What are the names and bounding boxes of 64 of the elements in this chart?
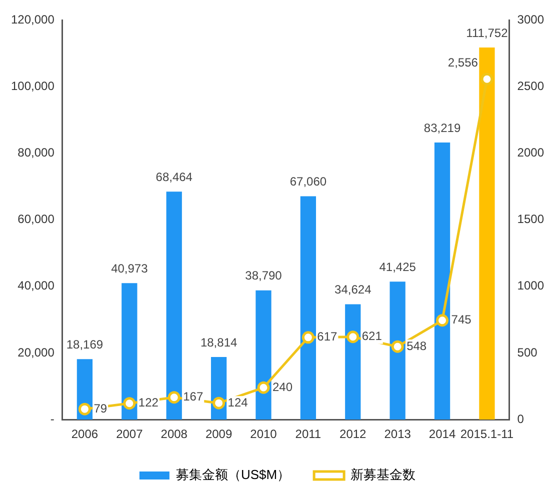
point	[78, 402, 91, 416]
data-label: 122	[138, 396, 159, 410]
x-tick-label: 2011	[295, 427, 322, 442]
data-label: 617	[317, 330, 338, 344]
x-tick-label: 2010	[250, 427, 278, 442]
point	[123, 397, 136, 410]
data-label: 111,752	[466, 26, 508, 40]
y2-tick-label: 1500	[517, 212, 544, 226]
y-tick-label: 80,000	[18, 146, 55, 160]
data-label: 67,060	[290, 174, 327, 189]
y2-tick-label: 500	[517, 345, 538, 360]
legend-label: 募集金额（US$M）	[176, 467, 290, 482]
x-tick-label: 2014	[428, 427, 456, 442]
x-tick-label: 2008	[160, 427, 188, 442]
bar	[122, 283, 138, 420]
data-label: 621	[362, 329, 382, 344]
point	[480, 72, 494, 86]
bar	[390, 282, 406, 420]
point	[302, 331, 314, 344]
y2-tick-label: 2000	[517, 146, 544, 160]
data-label: 38,790	[245, 268, 282, 283]
data-label: 41,425	[379, 260, 416, 274]
y-tick-label: 100,000	[10, 78, 55, 93]
x-tick-label: 2007	[116, 427, 144, 442]
data-label: 83,219	[424, 120, 461, 135]
data-label: 745	[451, 312, 472, 327]
point	[212, 396, 226, 410]
legend-label: 新募基金数	[350, 467, 416, 482]
data-label: 18,169	[66, 337, 104, 352]
data-label: 79	[94, 401, 108, 416]
data-label: 240	[272, 380, 293, 394]
bar	[479, 47, 495, 420]
y-tick-label: 60,000	[18, 212, 55, 226]
y-tick-label: 40,000	[18, 278, 55, 293]
x-tick-label: 2012	[340, 427, 367, 442]
data-label: 548	[406, 338, 427, 353]
y2-tick-label: 1000	[517, 278, 544, 293]
data-label: 34,624	[334, 282, 372, 297]
y2-tick-label: 3000	[517, 12, 544, 26]
y-tick-label: -	[50, 412, 54, 426]
bar	[434, 142, 450, 420]
x-tick-label: 2006	[71, 427, 98, 442]
point	[391, 340, 404, 353]
data-label: 40,973	[111, 261, 148, 276]
x-tick-label: 2015.1-11	[460, 427, 514, 442]
y-tick-label: 20,000	[18, 345, 55, 360]
bar	[166, 192, 182, 420]
data-label: 18,814	[200, 335, 238, 350]
point	[436, 314, 449, 327]
bar	[256, 290, 272, 420]
point	[257, 381, 270, 394]
data-label: 124	[228, 395, 248, 410]
point	[346, 330, 360, 344]
bar	[300, 196, 316, 420]
bar	[345, 304, 361, 420]
data-label: 68,464	[156, 170, 193, 184]
point	[168, 391, 180, 404]
data-label: 167	[183, 390, 204, 404]
y2-tick-label: 2500	[517, 78, 544, 93]
data-label: 2,556	[448, 55, 478, 70]
y-tick-label: 120,000	[10, 12, 55, 26]
x-tick-label: 2013	[384, 427, 412, 442]
y2-tick-label: 0	[517, 412, 524, 426]
x-tick-label: 2009	[205, 427, 232, 442]
